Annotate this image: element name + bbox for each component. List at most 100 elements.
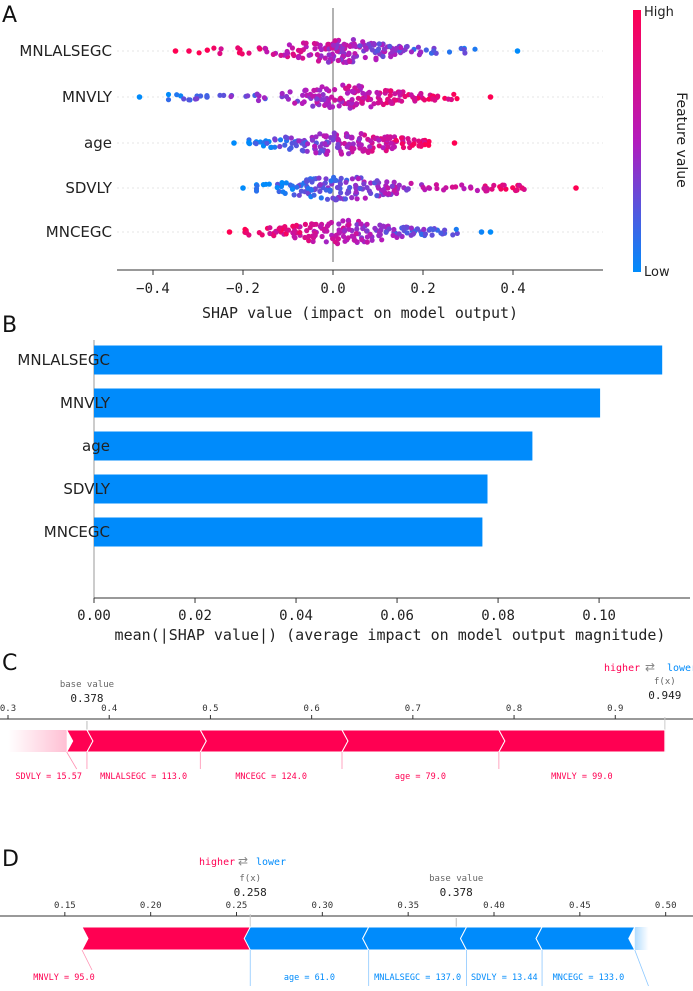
- beeswarm-point: [454, 230, 460, 236]
- beeswarm-point: [218, 46, 224, 52]
- x-tick-label: 0.35: [397, 901, 419, 911]
- beeswarm-point: [369, 237, 375, 243]
- legend-lower: lower: [667, 663, 693, 674]
- category-label: MNVLY: [60, 394, 111, 412]
- beeswarm-point: [297, 229, 303, 236]
- beeswarm-point: [345, 235, 351, 241]
- beeswarm-point: [368, 138, 374, 144]
- beeswarm-point: [310, 103, 316, 109]
- beeswarm-point: [287, 89, 293, 95]
- beeswarm-point: [421, 97, 428, 103]
- beeswarm-point: [324, 223, 331, 229]
- x-tick-label: 0.9: [607, 704, 623, 714]
- x-tick-label: 0.40: [483, 901, 505, 911]
- beeswarm-point: [263, 181, 269, 187]
- beeswarm-point: [415, 44, 421, 50]
- beeswarm-point: [361, 181, 367, 187]
- beeswarm-point: [414, 226, 421, 232]
- beeswarm-point: [324, 228, 330, 234]
- category-label: SDVLY: [63, 480, 110, 498]
- segment-label: MNCEGC = 133.0: [553, 973, 625, 983]
- beeswarm-point: [294, 184, 300, 190]
- force-tail: [8, 730, 67, 752]
- beeswarm-point: [399, 141, 405, 147]
- beeswarm-point: [340, 218, 346, 224]
- beeswarm-point: [332, 97, 338, 103]
- beeswarm-point: [355, 176, 361, 182]
- beeswarm-point: [412, 95, 418, 101]
- beeswarm-point: [317, 224, 323, 230]
- beeswarm-point: [301, 99, 307, 105]
- beeswarm-point: [174, 92, 180, 98]
- beeswarm-point: [375, 48, 381, 54]
- beeswarm-point: [350, 141, 356, 147]
- legend-higher: higher: [604, 663, 640, 674]
- beeswarm-point: [351, 43, 357, 49]
- beeswarm-point: [338, 190, 344, 196]
- beeswarm-point: [361, 146, 367, 152]
- force-segment-positive: [86, 729, 207, 753]
- category-labels: MNLALSEGC MNVLY age SDVLY MNCEGC: [17, 351, 110, 541]
- beeswarm-point: [323, 134, 329, 140]
- beeswarm-point: [380, 137, 386, 143]
- beeswarm-point: [434, 185, 440, 192]
- beeswarm-point: [384, 179, 390, 185]
- panel-label-b: B: [2, 313, 17, 338]
- beeswarm-point: [366, 41, 372, 47]
- beeswarm-point: [270, 51, 276, 58]
- beeswarm-point: [353, 182, 359, 188]
- beeswarm-point: [332, 87, 338, 93]
- beeswarm-point: [289, 186, 296, 192]
- beeswarm-point: [165, 97, 172, 103]
- colorbar-low-label: Low: [644, 265, 670, 280]
- beeswarm-point: [409, 142, 416, 148]
- beeswarm-point: [433, 182, 439, 188]
- beeswarm-point: [398, 44, 404, 51]
- beeswarm-point: [344, 133, 350, 140]
- beeswarm-point: [354, 196, 360, 202]
- beeswarm-point: [335, 57, 341, 64]
- beeswarm-point: [389, 145, 395, 152]
- beeswarm-point: [380, 223, 386, 229]
- beeswarm-point: [364, 221, 370, 227]
- x-tick-label: 0.00: [77, 608, 111, 624]
- beeswarm-point: [253, 141, 259, 147]
- beeswarm-point: [349, 195, 355, 201]
- beeswarm-point: [385, 185, 391, 191]
- beeswarm-point: [302, 87, 308, 93]
- beeswarm-point: [349, 97, 355, 103]
- legend-arrows-icon: ⇄: [238, 854, 248, 868]
- segment-labels: SDVLY = 15.57 MNLALSEGC = 113.0 MNCEGC = 1…: [15, 751, 613, 782]
- fx-label: f(x): [654, 677, 676, 687]
- beeswarm-point: [278, 52, 284, 59]
- beeswarm-point: [393, 45, 399, 51]
- beeswarm-point: [328, 178, 334, 184]
- beeswarm-point: [422, 231, 428, 237]
- beeswarm-point: [336, 103, 342, 109]
- beeswarm-point: [267, 230, 273, 237]
- x-ticks: −0.4 −0.2 0.0 0.2 0.4: [136, 270, 526, 297]
- x-ticks: 0.00 0.02 0.04 0.06 0.08 0.10: [77, 598, 616, 624]
- beeswarm-point: [282, 142, 288, 148]
- beeswarm-point: [245, 93, 251, 99]
- base-value-label: base value: [60, 680, 114, 690]
- x-tick-label: 0.3: [0, 704, 16, 714]
- beeswarm-point: [453, 226, 459, 232]
- beeswarm-point: [344, 90, 351, 96]
- beeswarm-point: [391, 188, 397, 194]
- segment-label: MNLALSEGC = 113.0: [100, 772, 187, 782]
- beeswarm-point: [374, 89, 380, 96]
- beeswarm-point: [309, 137, 315, 143]
- colorbar-title: Feature value: [673, 92, 689, 188]
- beeswarm-point: [349, 176, 355, 182]
- beeswarm-point: [181, 96, 187, 102]
- beeswarm-point: [344, 190, 350, 196]
- beeswarm-point: [321, 97, 327, 103]
- beeswarm-point: [186, 48, 192, 54]
- beeswarm-point: [487, 94, 494, 100]
- beeswarm-point: [330, 42, 337, 48]
- beeswarm-point: [342, 228, 348, 234]
- beeswarm-point: [396, 182, 402, 188]
- beeswarm-point: [468, 184, 474, 190]
